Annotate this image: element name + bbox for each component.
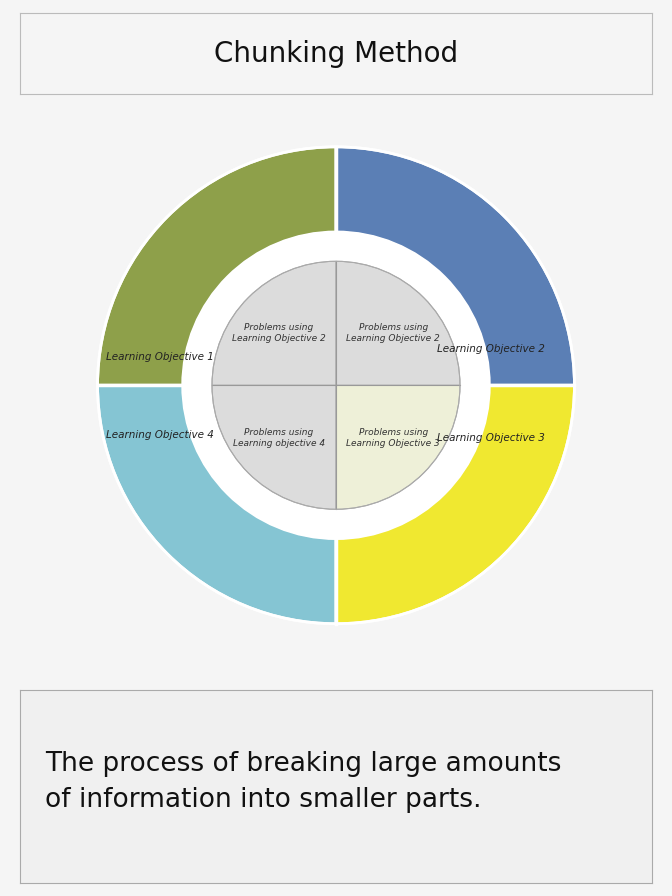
Wedge shape: [97, 147, 336, 385]
Text: Learning Objective 1: Learning Objective 1: [106, 351, 214, 362]
Wedge shape: [212, 262, 336, 385]
Wedge shape: [336, 262, 460, 385]
Wedge shape: [212, 385, 336, 509]
Text: Problems using
Learning Objective 2: Problems using Learning Objective 2: [232, 323, 326, 343]
Wedge shape: [97, 385, 336, 624]
Text: Problems using
Learning objective 4: Problems using Learning objective 4: [233, 427, 325, 448]
Wedge shape: [336, 385, 460, 509]
Text: Learning Objective 3: Learning Objective 3: [437, 433, 544, 443]
Wedge shape: [336, 147, 575, 385]
Wedge shape: [183, 233, 489, 538]
Text: The process of breaking large amounts
of information into smaller parts.: The process of breaking large amounts of…: [46, 752, 562, 814]
Text: Learning Objective 2: Learning Objective 2: [437, 344, 544, 354]
Text: Problems using
Learning Objective 2: Problems using Learning Objective 2: [346, 323, 440, 343]
Text: Problems using
Learning Objective 3: Problems using Learning Objective 3: [346, 427, 440, 448]
Text: Chunking Method: Chunking Method: [214, 39, 458, 68]
Text: Learning Objective 4: Learning Objective 4: [106, 430, 214, 440]
Wedge shape: [336, 385, 575, 624]
